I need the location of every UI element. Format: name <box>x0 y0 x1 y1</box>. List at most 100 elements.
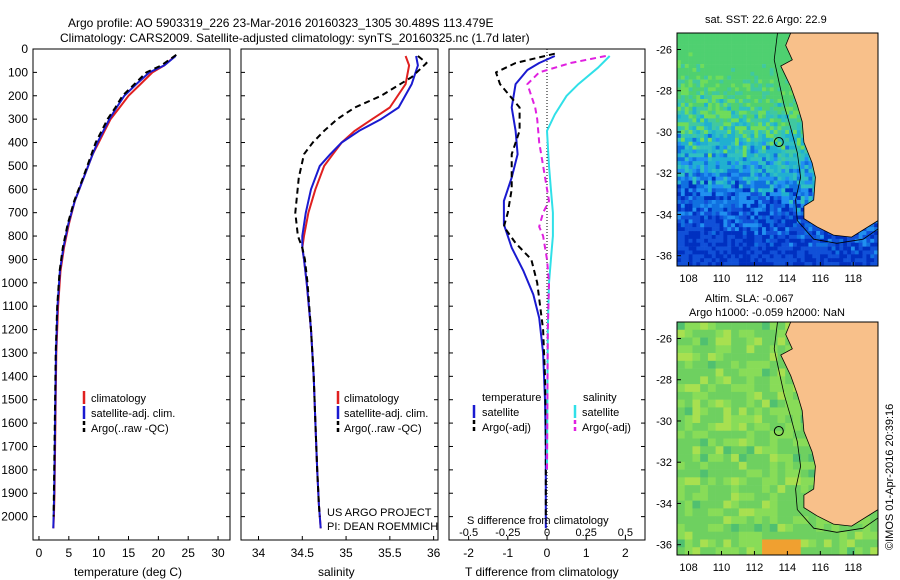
map-cell <box>731 399 740 408</box>
map-cell <box>835 234 840 240</box>
map-cell <box>785 207 790 212</box>
map-cell <box>738 234 744 240</box>
map-lon-label: 116 <box>812 273 830 285</box>
map-cell <box>808 168 813 174</box>
map-cell <box>684 234 689 240</box>
map-cell <box>700 180 705 185</box>
map-cell <box>731 258 736 263</box>
map-cell <box>777 262 782 267</box>
map-cell <box>816 242 821 247</box>
map-cell <box>704 126 709 131</box>
map-cell <box>792 118 798 123</box>
map-cell <box>700 345 709 354</box>
map-cell <box>680 60 686 65</box>
map-cell <box>804 161 809 166</box>
map-cell <box>758 196 763 201</box>
map-cell <box>808 454 817 463</box>
map-cell <box>738 215 744 220</box>
map-cell <box>777 44 782 49</box>
map-cell <box>754 376 763 385</box>
map-cell <box>677 110 682 115</box>
series-line-argo-raw-qc- <box>52 53 177 517</box>
map-cell <box>700 75 705 80</box>
map-cell <box>688 67 693 73</box>
map-cell <box>704 219 709 224</box>
map-cell <box>677 360 686 369</box>
map-cell <box>792 211 798 216</box>
map-cell <box>715 196 720 201</box>
map-cell <box>746 95 751 100</box>
map-cell <box>789 114 794 119</box>
map-lon-label: 112 <box>746 562 764 574</box>
map-cell <box>680 242 686 247</box>
map-cell <box>734 223 740 228</box>
map-cell <box>769 438 778 447</box>
map-cell <box>823 262 829 267</box>
map-cell <box>816 246 821 251</box>
map-cell <box>723 246 728 251</box>
map-cell <box>680 176 686 181</box>
map-cell <box>762 83 767 88</box>
map-cell <box>738 446 747 455</box>
map-lat-label: -36 <box>656 540 672 552</box>
map-cell <box>789 165 794 170</box>
map-cell <box>715 454 724 463</box>
map-cell <box>677 384 686 393</box>
map-cell <box>727 141 732 146</box>
map-cell <box>800 157 805 162</box>
map-cell <box>777 95 782 100</box>
map-cell <box>800 516 809 525</box>
map-cell <box>711 102 716 108</box>
map-cell <box>746 492 755 501</box>
map-cell <box>800 227 805 232</box>
map-cell <box>773 71 778 77</box>
map-cell <box>707 516 716 525</box>
map-cell <box>727 254 732 259</box>
x-tick-label: 15 <box>122 546 136 560</box>
map-cell <box>700 40 705 45</box>
map-cell <box>754 64 759 69</box>
map-cell <box>684 329 693 338</box>
map-cell <box>827 246 832 251</box>
map-cell <box>742 207 747 212</box>
map-cell <box>734 118 740 123</box>
map-cell <box>758 126 763 131</box>
map-cell <box>707 360 716 369</box>
map-cell <box>711 262 716 267</box>
map-cell <box>785 516 794 525</box>
map-cell <box>680 258 686 263</box>
map-cell <box>758 114 763 119</box>
depth-tick-label: 0 <box>21 42 28 56</box>
map-cell <box>738 384 747 393</box>
map-cell <box>792 122 798 127</box>
map-cell <box>847 250 852 255</box>
map-cell <box>680 161 686 166</box>
map-cell <box>746 199 751 205</box>
temperature-frame <box>32 48 231 541</box>
map-cell <box>680 44 686 49</box>
map-cell <box>719 52 724 57</box>
map-cell <box>688 106 693 111</box>
map-cell <box>692 165 697 170</box>
map-cell <box>715 492 724 501</box>
map-cell <box>711 211 716 216</box>
x-tick-label: 2 <box>622 546 629 560</box>
map-cell <box>777 176 782 181</box>
map-cell <box>796 126 801 131</box>
map-cell <box>808 547 817 556</box>
map-cell <box>773 36 778 42</box>
map-cell <box>731 254 736 259</box>
map-cell <box>746 454 755 463</box>
map-cell <box>750 71 755 77</box>
map-cell <box>796 153 801 158</box>
map-cell <box>734 172 740 177</box>
x-tick-label: 10 <box>92 546 106 560</box>
map-cell <box>785 492 794 501</box>
map-cell <box>715 157 720 162</box>
map-cell <box>777 322 786 331</box>
map-cell <box>700 391 709 400</box>
map-cell <box>727 180 732 185</box>
map-cell <box>804 219 809 224</box>
map-cell <box>677 430 686 439</box>
map-cell <box>715 67 720 73</box>
